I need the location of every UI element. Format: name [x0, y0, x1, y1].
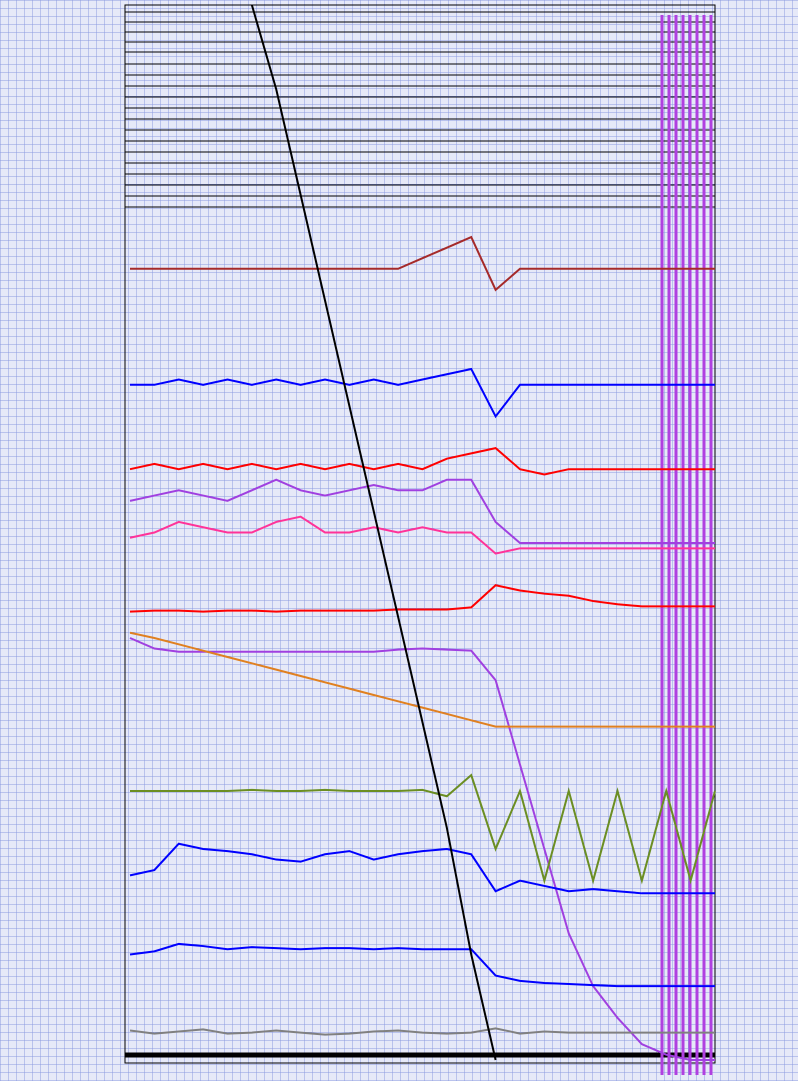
purple-band [660, 15, 713, 1075]
series-line [250, 4, 497, 1061]
discrete-traces [124, 4, 716, 1064]
series-line [129, 1027, 715, 1036]
series-line [129, 631, 715, 728]
plot-area [129, 4, 716, 1061]
series-line [130, 773, 716, 885]
series-line [129, 842, 715, 895]
series-line [129, 942, 715, 988]
series-line [129, 478, 715, 545]
series-line [130, 367, 715, 419]
series-line [129, 637, 715, 1061]
series-line [129, 447, 715, 476]
series-line [129, 584, 715, 613]
series-line [129, 515, 715, 555]
series-line [130, 235, 715, 292]
